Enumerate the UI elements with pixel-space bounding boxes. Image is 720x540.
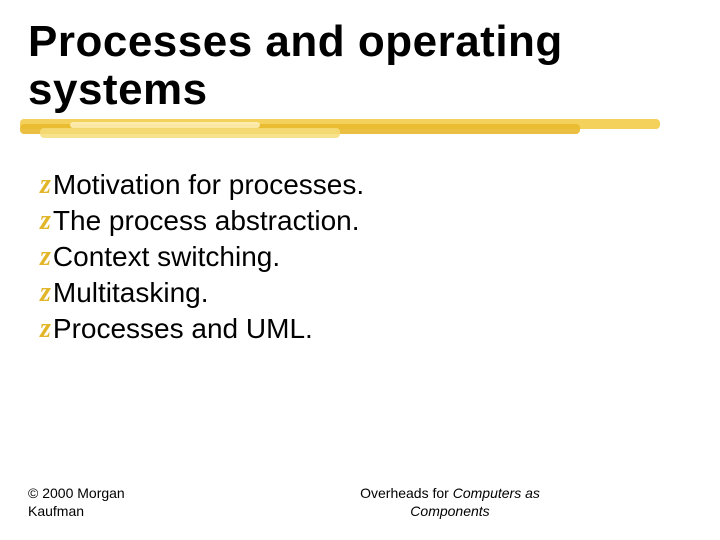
bullet-icon: z [40, 207, 51, 235]
bullet-text: Context switching. [53, 241, 280, 273]
list-item: z Motivation for processes. [40, 169, 692, 201]
title-line-2: systems [28, 66, 692, 114]
list-item: z The process abstraction. [40, 205, 692, 237]
footer-center-prefix: Overheads for [360, 485, 453, 501]
bullet-list: z Motivation for processes. z The proces… [28, 169, 692, 345]
bullet-text: Motivation for processes. [53, 169, 364, 201]
footer-left-line2: Kaufman [28, 503, 208, 521]
brush-stroke [70, 122, 260, 128]
footer-title: Overheads for Computers as Components [208, 485, 692, 520]
title-underline [20, 115, 680, 141]
slide-footer: © 2000 Morgan Kaufman Overheads for Comp… [28, 485, 692, 520]
footer-center-italic1: Computers as [453, 485, 540, 501]
bullet-icon: z [40, 243, 51, 271]
footer-left-line1: © 2000 Morgan [28, 485, 208, 503]
slide: Processes and operating systems z Motiva… [0, 0, 720, 540]
bullet-text: Multitasking. [53, 277, 209, 309]
list-item: z Context switching. [40, 241, 692, 273]
footer-center-line1: Overheads for Computers as [208, 485, 692, 503]
bullet-text: The process abstraction. [53, 205, 360, 237]
list-item: z Multitasking. [40, 277, 692, 309]
list-item: z Processes and UML. [40, 313, 692, 345]
bullet-icon: z [40, 171, 51, 199]
footer-center-italic2: Components [208, 503, 692, 521]
bullet-text: Processes and UML. [53, 313, 313, 345]
footer-copyright: © 2000 Morgan Kaufman [28, 485, 208, 520]
bullet-icon: z [40, 315, 51, 343]
slide-title: Processes and operating systems [28, 18, 692, 113]
bullet-icon: z [40, 279, 51, 307]
brush-stroke [40, 128, 340, 138]
title-line-1: Processes and operating [28, 18, 692, 66]
